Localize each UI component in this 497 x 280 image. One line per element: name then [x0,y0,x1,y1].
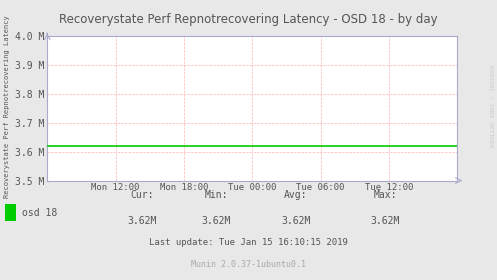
Text: Recoverystate Perf Repnotrecovering Latency: Recoverystate Perf Repnotrecovering Late… [4,15,10,198]
Text: Last update: Tue Jan 15 16:10:15 2019: Last update: Tue Jan 15 16:10:15 2019 [149,238,348,247]
Text: Munin 2.0.37-1ubuntu0.1: Munin 2.0.37-1ubuntu0.1 [191,260,306,269]
Text: Avg:: Avg: [284,190,308,200]
Text: Recoverystate Perf Repnotrecovering Latency - OSD 18 - by day: Recoverystate Perf Repnotrecovering Late… [59,13,438,25]
Text: 3.62M: 3.62M [127,216,157,226]
Text: osd 18: osd 18 [22,207,57,218]
Text: 3.62M: 3.62M [201,216,231,226]
Text: RRDTOOL / TOBI OETIKER: RRDTOOL / TOBI OETIKER [489,65,494,148]
Text: Min:: Min: [204,190,228,200]
Text: 3.62M: 3.62M [281,216,311,226]
Text: Max:: Max: [373,190,397,200]
Text: 3.62M: 3.62M [370,216,400,226]
Text: Cur:: Cur: [130,190,154,200]
